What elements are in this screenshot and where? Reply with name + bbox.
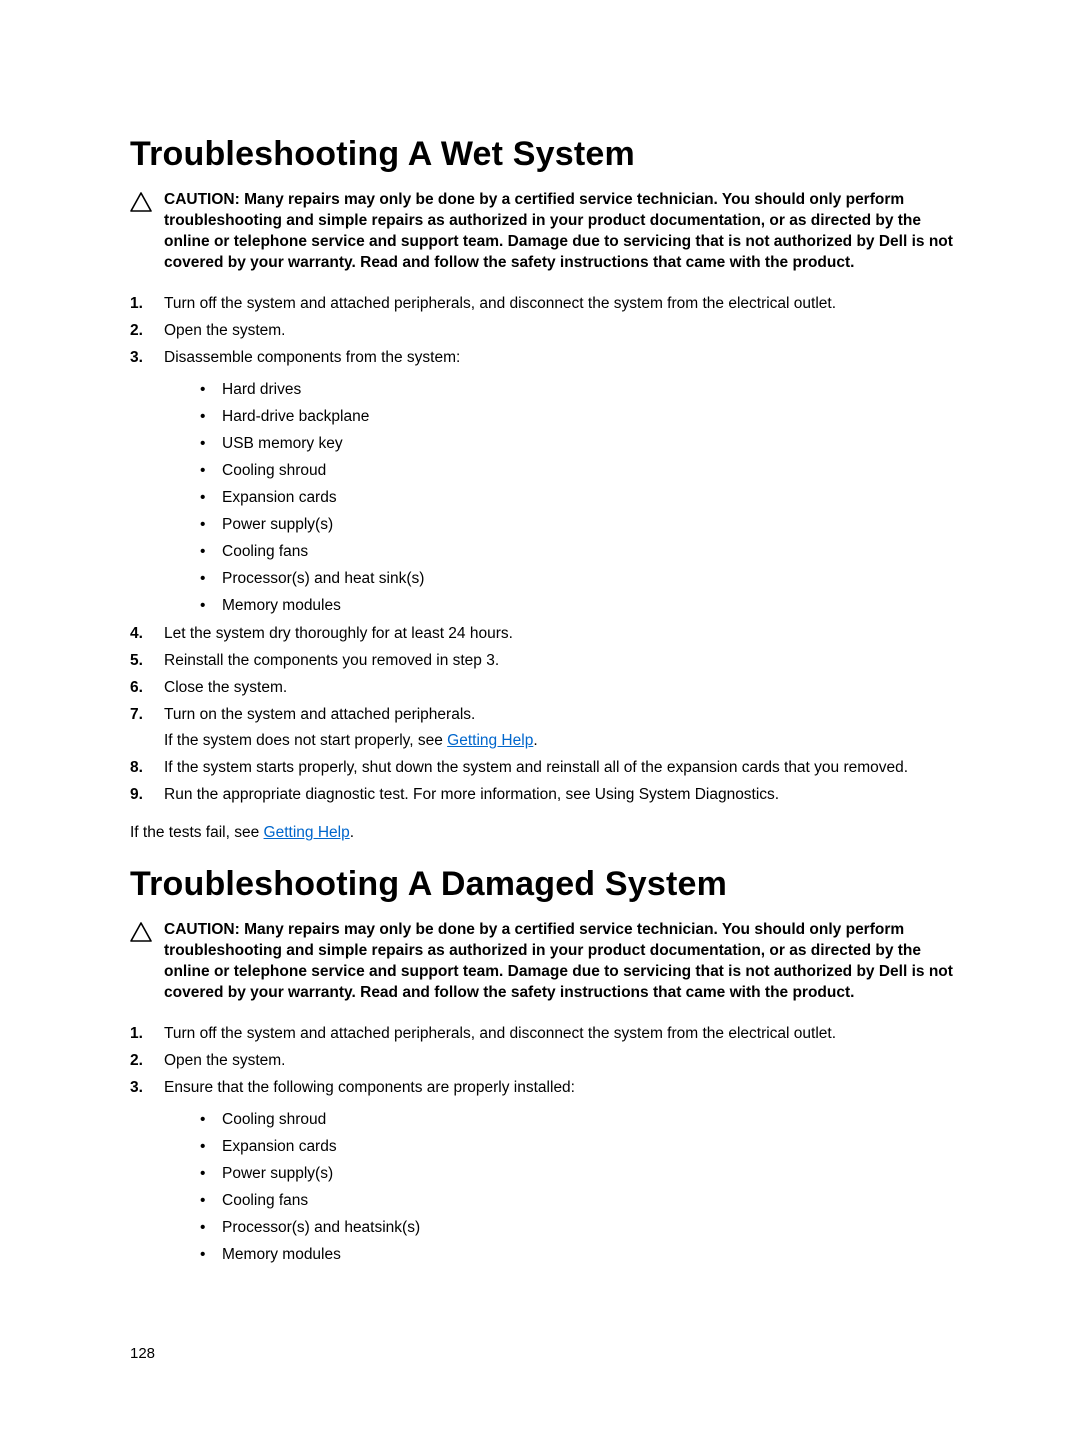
list-item: Expansion cards	[200, 486, 960, 510]
caution-block: CAUTION: Many repairs may only be done b…	[130, 190, 960, 274]
step-continuation: If the system does not start properly, s…	[164, 729, 960, 753]
step-item: Open the system.	[130, 319, 960, 343]
getting-help-link[interactable]: Getting Help	[264, 824, 350, 841]
section-title-damaged-system: Troubleshooting A Damaged System	[130, 865, 960, 904]
step-text: Open the system.	[164, 1052, 285, 1069]
sub-list: Hard drives Hard-drive backplane USB mem…	[164, 378, 960, 618]
list-item: Processor(s) and heat sink(s)	[200, 567, 960, 591]
list-item: Cooling fans	[200, 1189, 960, 1213]
list-item: Cooling fans	[200, 540, 960, 564]
step-item: Disassemble components from the system: …	[130, 346, 960, 618]
caution-text: CAUTION: Many repairs may only be done b…	[164, 190, 960, 274]
step-text: Run the appropriate diagnostic test. For…	[164, 786, 779, 803]
text-pre: If the system does not start properly, s…	[164, 732, 447, 749]
step-item: Reinstall the components you removed in …	[130, 649, 960, 673]
step-text: Ensure that the following components are…	[164, 1079, 575, 1096]
step-text: Disassemble components from the system:	[164, 349, 460, 366]
step-item: Turn off the system and attached periphe…	[130, 292, 960, 316]
text-post: .	[533, 732, 537, 749]
page-content: Troubleshooting A Wet System CAUTION: Ma…	[0, 0, 1080, 1267]
step-item: Turn off the system and attached periphe…	[130, 1022, 960, 1046]
step-text: Turn off the system and attached periphe…	[164, 1025, 836, 1042]
sub-list: Cooling shroud Expansion cards Power sup…	[164, 1108, 960, 1267]
list-item: Cooling shroud	[200, 459, 960, 483]
step-text: Turn off the system and attached periphe…	[164, 295, 836, 312]
text-post: .	[350, 824, 354, 841]
list-item: Hard drives	[200, 378, 960, 402]
list-item: Memory modules	[200, 1243, 960, 1267]
caution-triangle-icon	[130, 192, 152, 212]
list-item: Processor(s) and heatsink(s)	[200, 1216, 960, 1240]
closing-paragraph: If the tests fail, see Getting Help.	[130, 821, 960, 845]
step-text: If the system starts properly, shut down…	[164, 759, 908, 776]
text-pre: If the tests fail, see	[130, 824, 264, 841]
step-text: Open the system.	[164, 322, 285, 339]
caution-triangle-icon	[130, 922, 152, 942]
list-item: Memory modules	[200, 594, 960, 618]
step-item: Open the system.	[130, 1049, 960, 1073]
list-item: Hard-drive backplane	[200, 405, 960, 429]
step-item: If the system starts properly, shut down…	[130, 756, 960, 780]
list-item: USB memory key	[200, 432, 960, 456]
steps-list-wet: Turn off the system and attached periphe…	[130, 292, 960, 807]
step-text: Let the system dry thoroughly for at lea…	[164, 625, 513, 642]
step-item: Run the appropriate diagnostic test. For…	[130, 783, 960, 807]
caution-text: CAUTION: Many repairs may only be done b…	[164, 920, 960, 1004]
page-number: 128	[130, 1345, 155, 1362]
list-item: Expansion cards	[200, 1135, 960, 1159]
step-text: Reinstall the components you removed in …	[164, 652, 499, 669]
step-item: Close the system.	[130, 676, 960, 700]
getting-help-link[interactable]: Getting Help	[447, 732, 533, 749]
caution-block: CAUTION: Many repairs may only be done b…	[130, 920, 960, 1004]
step-text: Turn on the system and attached peripher…	[164, 706, 475, 723]
list-item: Cooling shroud	[200, 1108, 960, 1132]
list-item: Power supply(s)	[200, 513, 960, 537]
step-item: Let the system dry thoroughly for at lea…	[130, 622, 960, 646]
step-item: Ensure that the following components are…	[130, 1076, 960, 1267]
steps-list-damaged: Turn off the system and attached periphe…	[130, 1022, 960, 1267]
step-text: Close the system.	[164, 679, 287, 696]
section-title-wet-system: Troubleshooting A Wet System	[130, 135, 960, 174]
list-item: Power supply(s)	[200, 1162, 960, 1186]
step-item: Turn on the system and attached peripher…	[130, 703, 960, 753]
